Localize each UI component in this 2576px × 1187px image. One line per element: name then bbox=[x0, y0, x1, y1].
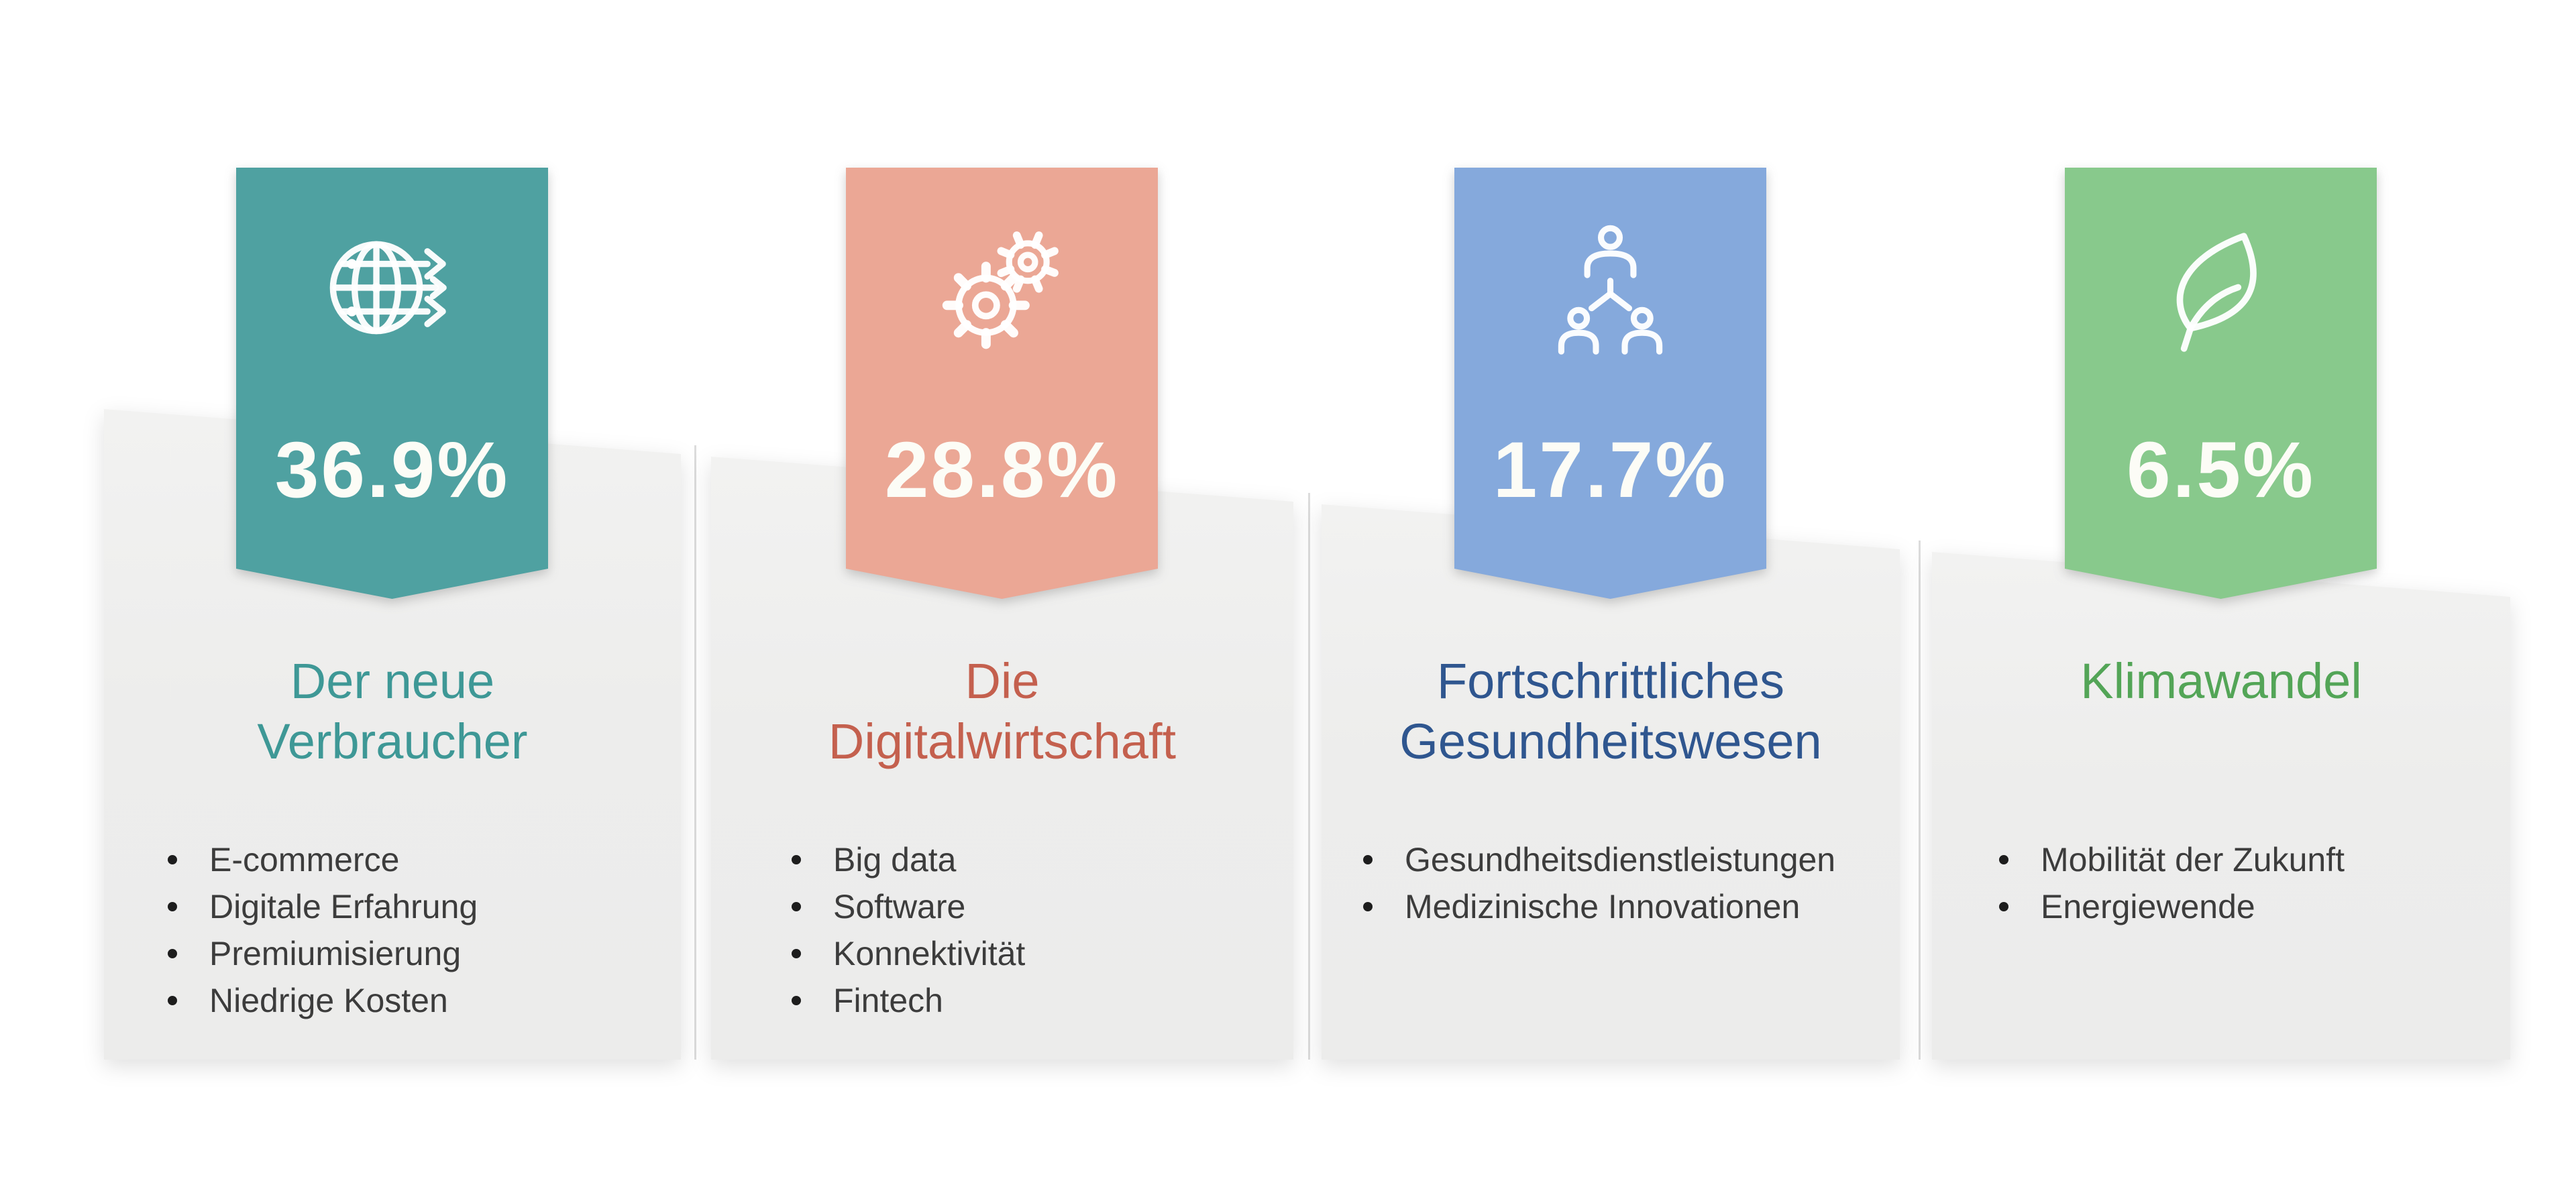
percentage-value: 36.9% bbox=[274, 426, 510, 514]
list-item: Gesundheitsdienstleistungen bbox=[1363, 836, 1835, 883]
list-item: Premiumisierung bbox=[168, 930, 478, 977]
list-item: Mobilität der Zukunft bbox=[1999, 836, 2345, 883]
bullet-list: Gesundheitsdienstleistungen Medizinische… bbox=[1363, 836, 1835, 930]
list-item: Energiewende bbox=[1999, 883, 2345, 930]
ribbon-banner: 6.5% bbox=[2065, 168, 2377, 599]
panel-divider bbox=[1919, 541, 1921, 1060]
gray-panel bbox=[1932, 552, 2510, 1060]
list-item: E-commerce bbox=[168, 836, 478, 883]
gears-icon bbox=[846, 216, 1158, 360]
column-title: Klimawandel bbox=[1932, 651, 2510, 712]
panel-divider bbox=[1308, 493, 1310, 1060]
title-line: Die bbox=[965, 653, 1040, 709]
title-line: Klimawandel bbox=[2080, 653, 2362, 709]
column-title: Der neue Verbraucher bbox=[104, 651, 681, 772]
column-title: Die Digitalwirtschaft bbox=[711, 651, 1293, 772]
list-item: Konnektivität bbox=[792, 930, 1025, 977]
title-line: Gesundheitswesen bbox=[1399, 714, 1822, 769]
bullet-list: Big data Software Konnektivität Fintech bbox=[792, 836, 1025, 1024]
title-line: Der neue bbox=[290, 653, 495, 709]
list-item: Big data bbox=[792, 836, 1025, 883]
percentage-value: 6.5% bbox=[2127, 426, 2315, 514]
ribbon-banner: 17.7% bbox=[1454, 168, 1766, 599]
column-fortschrittliches-gesundheitswesen: 17.7% Fortschrittliches Gesundheitswesen… bbox=[1322, 0, 1900, 1187]
column-der-neue-verbraucher: 36.9% Der neue Verbraucher E-commerce Di… bbox=[104, 0, 681, 1187]
title-line: Digitalwirtschaft bbox=[828, 714, 1177, 769]
percentage-value: 17.7% bbox=[1493, 426, 1728, 514]
ribbon-banner: 36.9% bbox=[236, 168, 548, 599]
globe-arrows-icon bbox=[236, 216, 548, 360]
list-item: Digitale Erfahrung bbox=[168, 883, 478, 930]
bullet-list: Mobilität der Zukunft Energiewende bbox=[1999, 836, 2345, 930]
percentage-value: 28.8% bbox=[884, 426, 1120, 514]
title-line: Verbraucher bbox=[257, 714, 528, 769]
list-item: Medizinische Innovationen bbox=[1363, 883, 1835, 930]
leaf-icon bbox=[2065, 216, 2377, 360]
ribbon-banner: 28.8% bbox=[846, 168, 1158, 599]
list-item: Software bbox=[792, 883, 1025, 930]
list-item: Niedrige Kosten bbox=[168, 977, 478, 1024]
title-line: Fortschrittliches bbox=[1436, 653, 1785, 709]
org-people-icon bbox=[1454, 216, 1766, 360]
column-klimawandel: 6.5% Klimawandel Mobilität der Zukunft E… bbox=[1932, 0, 2510, 1187]
column-title: Fortschrittliches Gesundheitswesen bbox=[1322, 651, 1900, 772]
list-item: Fintech bbox=[792, 977, 1025, 1024]
column-die-digitalwirtschaft: 28.8% Die Digitalwirtschaft Big data Sof… bbox=[711, 0, 1293, 1187]
panel-divider bbox=[694, 445, 696, 1060]
bullet-list: E-commerce Digitale Erfahrung Premiumisi… bbox=[168, 836, 478, 1024]
